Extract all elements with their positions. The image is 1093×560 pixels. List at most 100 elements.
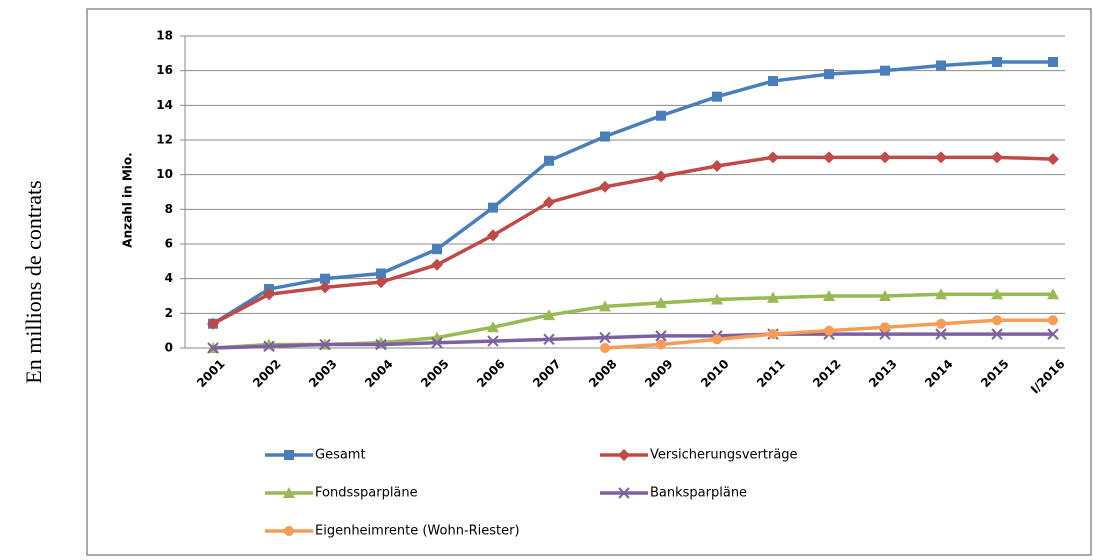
legend-marker <box>284 526 294 536</box>
y-tick-label: 12 <box>156 133 173 147</box>
marker <box>1048 315 1058 326</box>
marker <box>543 196 555 209</box>
x-tick-label: I/2016 <box>1028 357 1068 397</box>
marker <box>263 288 275 301</box>
marker <box>656 339 666 350</box>
x-tick-label: 2012 <box>810 357 844 391</box>
marker <box>712 334 722 345</box>
marker <box>376 268 386 279</box>
marker <box>544 155 554 166</box>
marker <box>375 276 387 289</box>
marker <box>599 180 611 193</box>
legend-label: Gesamt <box>315 448 366 463</box>
marker <box>431 337 443 349</box>
marker <box>599 331 611 344</box>
marker <box>599 300 611 312</box>
marker <box>487 321 499 333</box>
marker <box>656 110 666 121</box>
marker <box>712 91 722 102</box>
marker <box>992 57 1002 67</box>
legend-marker <box>618 449 630 461</box>
marker <box>936 60 946 71</box>
x-tick-label: 2001 <box>194 357 228 391</box>
marker <box>487 335 499 347</box>
x-tick-label: 2015 <box>978 357 1012 391</box>
series-line <box>212 332 1053 350</box>
legend-marker <box>283 487 295 498</box>
marker <box>824 69 834 80</box>
marker <box>767 291 779 303</box>
side-label: En millions de contrats <box>21 180 46 383</box>
marker <box>1048 57 1058 67</box>
x-tick-label: 2002 <box>250 357 284 391</box>
x-tick-label: 2005 <box>418 357 452 391</box>
marker <box>992 315 1002 326</box>
marker <box>600 343 610 353</box>
marker <box>543 333 555 346</box>
x-tick-label: 2004 <box>362 357 396 391</box>
marker <box>991 288 1003 300</box>
marker <box>824 325 834 336</box>
marker <box>1047 153 1059 166</box>
marker <box>319 281 331 294</box>
legend-label: Versicherungsverträge <box>650 448 798 463</box>
legend-label: Banksparpläne <box>650 486 747 501</box>
y-tick-label: 18 <box>156 29 173 43</box>
marker <box>320 273 330 284</box>
x-tick-label: 2010 <box>698 357 732 391</box>
x-tick-label: 2011 <box>754 357 788 391</box>
marker <box>375 338 387 351</box>
marker <box>768 329 778 340</box>
y-tick-label: 8 <box>165 202 173 216</box>
marker <box>488 202 498 213</box>
marker <box>655 170 667 183</box>
series-line <box>212 292 1053 350</box>
marker <box>1047 288 1059 300</box>
y-tick-label: 4 <box>165 271 173 285</box>
marker <box>711 160 723 172</box>
x-tick-label: 2008 <box>586 357 620 391</box>
y-tick-label: 6 <box>165 237 173 251</box>
legend-marker <box>618 487 630 499</box>
marker <box>991 151 1003 164</box>
marker <box>431 258 443 271</box>
marker <box>936 318 946 329</box>
marker <box>823 151 835 164</box>
marker <box>432 244 442 255</box>
x-tick-label: 2013 <box>866 357 900 391</box>
x-tick-label: 2006 <box>474 357 508 391</box>
marker <box>880 65 890 76</box>
marker <box>935 328 947 340</box>
legend-label: Eigenheimrente (Wohn-Riester) <box>315 524 520 539</box>
legend-marker <box>284 450 294 460</box>
marker <box>207 342 219 354</box>
x-tick-label: 2003 <box>306 357 340 391</box>
marker <box>655 296 667 308</box>
marker <box>487 229 499 242</box>
y-tick-label: 10 <box>156 167 173 181</box>
x-tick-label: 2007 <box>530 357 564 391</box>
marker <box>319 338 331 351</box>
series-line <box>212 60 1053 326</box>
marker <box>768 76 778 87</box>
y-tick-label: 14 <box>156 98 173 112</box>
x-tick-label: 2009 <box>642 357 676 391</box>
marker <box>711 293 723 305</box>
legend-label: Fondssparpläne <box>315 486 418 501</box>
marker <box>823 290 835 301</box>
marker <box>543 309 555 321</box>
marker <box>991 328 1003 340</box>
marker <box>207 317 219 330</box>
marker <box>935 151 947 164</box>
y-tick-label: 0 <box>165 341 173 355</box>
x-tick-label: 2014 <box>922 357 956 391</box>
marker <box>600 131 610 142</box>
chart-frame <box>86 8 1092 556</box>
marker <box>880 322 890 333</box>
marker <box>879 290 891 301</box>
y-tick-label: 16 <box>156 63 173 77</box>
series-line <box>212 155 1054 326</box>
marker <box>1047 328 1059 340</box>
